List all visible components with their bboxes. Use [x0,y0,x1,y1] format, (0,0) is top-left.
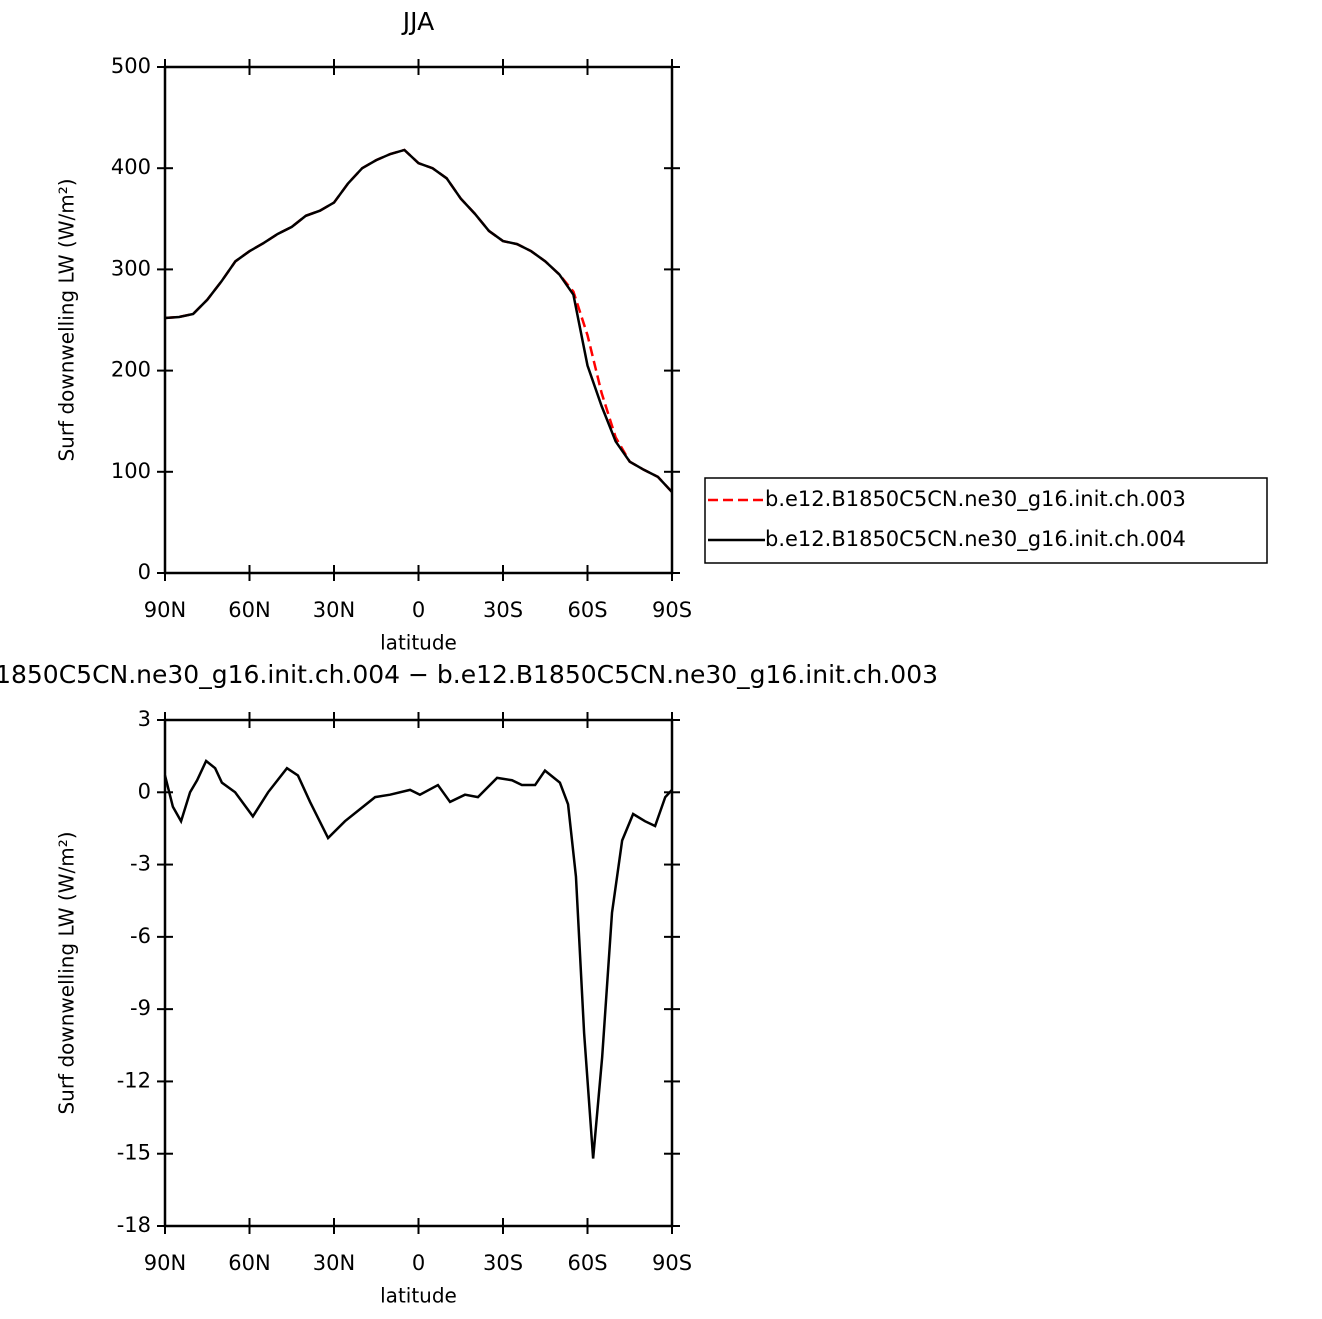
x-tick-label: 0 [412,1251,425,1275]
x-tick-label: 90N [144,598,186,622]
x-tick-label: 30N [313,598,355,622]
x-tick-label: 30S [483,598,523,622]
x-axis-label: latitude [380,631,457,655]
y-axis-label: Surf downwelling LW (W/m²) [55,178,79,461]
x-tick-label: 90S [652,1251,692,1275]
data-line [164,148,673,493]
data-line [164,148,673,493]
chart-title: b.e12.B1850C5CN.ne30_g16.init.ch.004 − b… [0,660,938,689]
y-tick-label: -12 [117,1068,151,1092]
y-tick-label: -3 [130,852,151,876]
x-tick-label: 30N [313,1251,355,1275]
y-tick-label: 300 [111,256,151,280]
x-tick-label: 60S [567,598,607,622]
x-tick-label: 0 [412,598,425,622]
plot-frame [163,718,674,1228]
y-tick-label: 400 [111,155,151,179]
data-line [163,758,673,1159]
y-tick-label: -6 [130,924,151,948]
y-tick-label: 100 [111,459,151,483]
y-tick-label: 0 [138,779,151,803]
chart-title: JJA [401,7,434,36]
legend-label: b.e12.B1850C5CN.ne30_g16.init.ch.003 [765,487,1186,512]
x-axis-label: latitude [380,1284,457,1308]
plot-frame [163,65,674,575]
y-tick-label: -9 [130,996,151,1020]
y-tick-label: 200 [111,358,151,382]
x-tick-label: 30S [483,1251,523,1275]
x-tick-label: 60S [567,1251,607,1275]
y-tick-label: 3 [138,707,151,731]
x-tick-label: 60N [228,598,270,622]
x-tick-label: 90S [652,598,692,622]
x-tick-label: 90N [144,1251,186,1275]
x-tick-label: 60N [228,1251,270,1275]
legend-box [704,477,1268,564]
y-tick-label: 500 [111,54,151,78]
y-axis-label: Surf downwelling LW (W/m²) [55,831,79,1114]
y-tick-label: -18 [117,1213,151,1237]
y-tick-label: 0 [138,560,151,584]
legend-label: b.e12.B1850C5CN.ne30_g16.init.ch.004 [765,527,1186,552]
y-tick-label: -15 [117,1141,151,1165]
